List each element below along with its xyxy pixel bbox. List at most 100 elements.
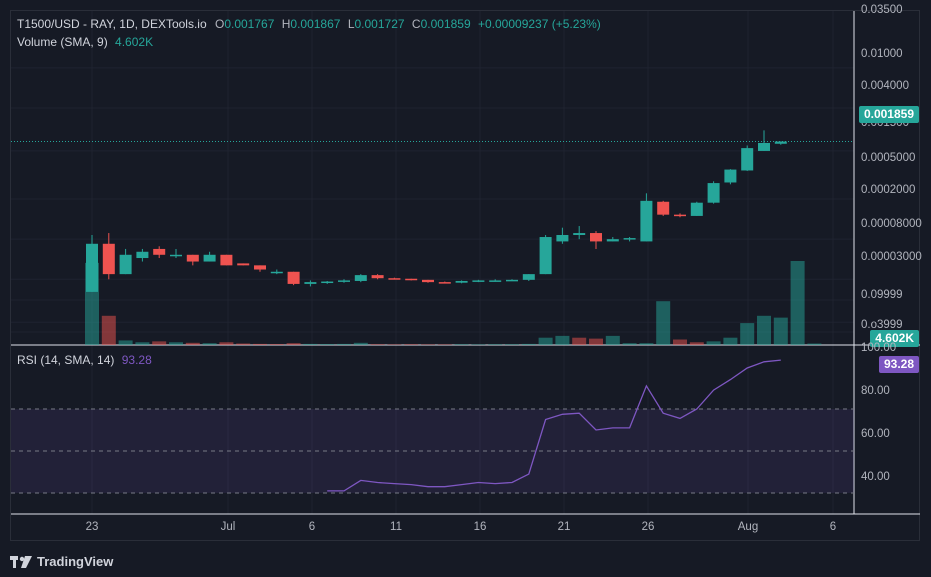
- candle-body: [203, 254, 216, 262]
- volume-bar: [488, 344, 503, 345]
- candle-body: [254, 265, 266, 270]
- candle-body: [539, 237, 552, 275]
- candle-body: [489, 280, 502, 282]
- x-axis-label: 11: [390, 521, 402, 533]
- price-axis-label: 0.00008000: [861, 218, 922, 230]
- candle-body: [287, 271, 300, 284]
- volume-bar: [723, 337, 738, 345]
- price-axis-label: 0.09999: [861, 289, 903, 301]
- volume-bar: [807, 343, 822, 345]
- volume-bar: [454, 344, 469, 345]
- candle-body: [438, 282, 451, 284]
- candle-body: [522, 274, 535, 280]
- candle-body: [690, 202, 703, 216]
- candle-body: [590, 233, 602, 242]
- ohlc-legend: T1500/USD - RAY, 1D, DEXTools.io O0.0017…: [17, 17, 601, 31]
- volume-bar: [404, 344, 419, 345]
- brand-label: TradingView: [37, 554, 114, 569]
- volume-legend: Volume (SMA, 9) 4.602K: [17, 35, 153, 49]
- volume-bar: [673, 339, 687, 345]
- volume-bar: [101, 315, 116, 345]
- rsi-axis-label: 40.00: [861, 471, 890, 483]
- x-axis-label: 21: [557, 521, 571, 533]
- candle-body: [422, 279, 434, 283]
- candle-body: [472, 280, 485, 282]
- candle-body: [657, 201, 670, 215]
- current-price-tag: 0.001859: [858, 106, 919, 123]
- price-axis-label: 0.0005000: [861, 152, 916, 164]
- candle-body: [102, 243, 115, 275]
- volume-bar: [605, 335, 620, 345]
- candle-body: [573, 233, 586, 235]
- volume-bar: [286, 343, 301, 345]
- candle-body: [606, 239, 619, 242]
- price-axis-label: 0.0002000: [861, 184, 916, 196]
- candle-body: [556, 234, 569, 242]
- price-axis-label: 0.o3999: [861, 319, 903, 331]
- candle-body: [170, 254, 182, 257]
- volume-bar: [555, 335, 570, 345]
- volume-bar: [790, 261, 805, 345]
- volume-bar: [421, 344, 435, 345]
- x-axis-label: Jul: [220, 521, 236, 533]
- candle-body: [506, 279, 518, 282]
- rsi-legend-label[interactable]: RSI (14, SMA, 14): [17, 353, 115, 367]
- candle-body: [270, 271, 283, 274]
- candle-body: [724, 169, 737, 183]
- rsi-line: [327, 359, 781, 492]
- price-axis-label: 0.01000: [861, 48, 903, 60]
- volume-bar: [320, 344, 335, 345]
- rsi-axis-label: 60.00: [861, 428, 890, 440]
- volume-bar: [185, 342, 200, 345]
- candle-body: [741, 148, 754, 171]
- candle-body: [304, 282, 317, 284]
- rsi-axis-label: 100.00: [861, 342, 897, 354]
- volume-bar: [706, 341, 721, 345]
- volume-bar: [202, 343, 217, 345]
- volume-bar: [639, 343, 654, 345]
- candle-body: [153, 248, 166, 255]
- volume-bar: [135, 342, 150, 345]
- x-axis-label: Aug: [737, 521, 759, 533]
- candle-body: [640, 200, 653, 242]
- volume-bar: [656, 301, 671, 345]
- open-value: 0.001767: [224, 17, 275, 31]
- candle-body: [674, 214, 686, 217]
- volume-bar: [337, 343, 351, 345]
- volume-bar: [437, 344, 452, 345]
- candle-body: [237, 263, 250, 266]
- volume-bar: [387, 344, 402, 345]
- price-axis-label: 0.004000: [861, 80, 909, 92]
- volume-bar: [303, 343, 318, 345]
- x-axis-label: 16: [473, 521, 487, 533]
- candle-body: [186, 254, 199, 262]
- volume-bar: [622, 343, 637, 345]
- rsi-background-band: [11, 409, 854, 493]
- candle-body: [354, 275, 367, 281]
- candle-body: [455, 280, 468, 283]
- volume-tag: 4.602K: [870, 330, 919, 347]
- volume-legend-label[interactable]: Volume (SMA, 9): [17, 35, 108, 49]
- candle-body: [338, 280, 350, 282]
- symbol-title[interactable]: T1500/USD - RAY, 1D, DEXTools.io: [17, 17, 207, 31]
- volume-bar: [152, 341, 167, 345]
- candle-body: [86, 243, 98, 292]
- high-value: 0.001867: [290, 17, 341, 31]
- volume-bar: [589, 338, 603, 345]
- volume-bar: [353, 342, 368, 345]
- volume-bar: [370, 344, 385, 345]
- tradingview-logo-icon: [10, 555, 32, 568]
- tradingview-brand[interactable]: TradingView: [10, 554, 113, 569]
- candle-body: [371, 275, 384, 279]
- volume-bar: [773, 317, 788, 345]
- volume-bar: [572, 337, 587, 345]
- candle-body: [774, 141, 787, 144]
- volume-bar: [505, 344, 519, 345]
- candle-body: [623, 238, 636, 240]
- candle-body: [321, 281, 334, 284]
- x-axis-label: 23: [85, 521, 99, 533]
- price-axis-label: 0.03500: [861, 4, 903, 16]
- candle-body: [405, 278, 418, 281]
- volume-bar: [471, 344, 486, 345]
